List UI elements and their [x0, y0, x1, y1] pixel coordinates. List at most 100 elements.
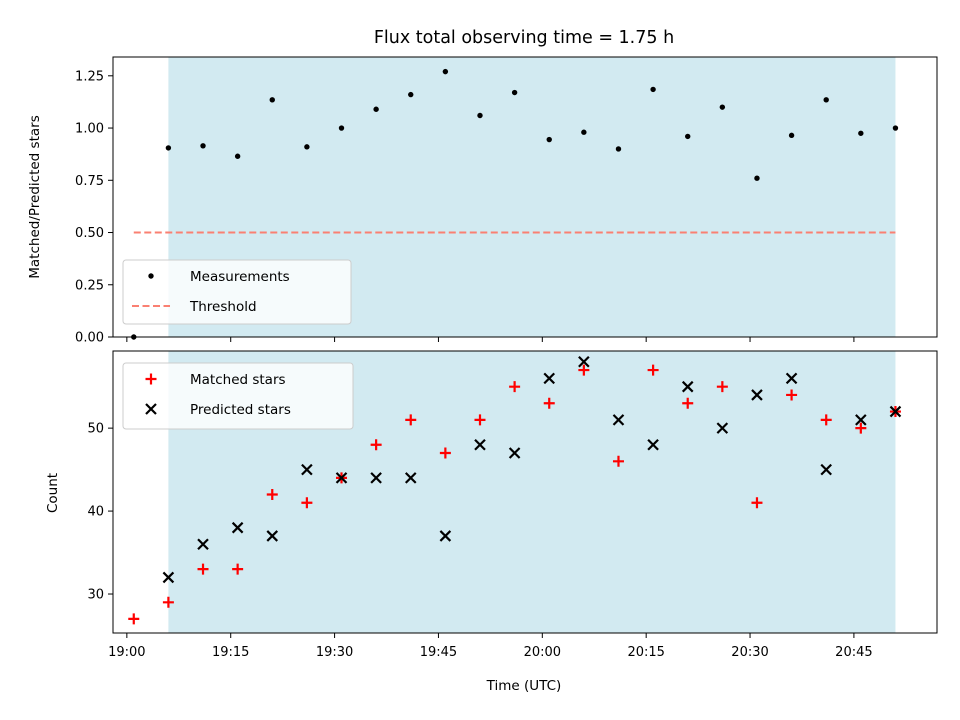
top-point-dot	[165, 145, 172, 151]
bottom-point-plus	[751, 497, 763, 509]
top-y-axis-label: Matched/Predicted stars	[27, 115, 43, 278]
bottom-point-plus	[405, 414, 417, 426]
bottom-point-x	[751, 389, 763, 401]
bottom-point-x	[439, 530, 452, 542]
bottom-point-x	[162, 571, 175, 584]
bottom-legend-label: Matched stars	[190, 372, 286, 388]
bottom-point-plus	[128, 613, 140, 625]
top-y-tick-label: 0.50	[75, 226, 104, 241]
bottom-point-x	[785, 372, 798, 385]
bottom-point-x	[404, 472, 417, 484]
bottom-point-plus	[266, 488, 278, 500]
top-point-dot	[477, 112, 483, 119]
top-point-dot	[719, 104, 726, 110]
bottom-x-tick-label: 20:15	[627, 645, 664, 660]
chart-title: Flux total observing time = 1.75 h	[374, 28, 674, 48]
top-point-dot	[823, 97, 829, 103]
top-point-dot	[338, 125, 345, 131]
bottom-x-tick-label: 20:30	[731, 645, 768, 660]
bottom-point-x	[335, 472, 348, 484]
bottom-series-x	[162, 356, 902, 584]
bottom-point-x	[820, 463, 832, 476]
bottom-point-x	[647, 438, 659, 451]
bottom-x-tick-label: 19:45	[420, 645, 457, 660]
top-point-dot	[685, 133, 691, 140]
top-point-dot	[408, 91, 414, 98]
top-y-tick-label: 0.25	[75, 278, 104, 293]
bottom-point-x	[681, 380, 694, 393]
top-axes-frame	[112, 56, 938, 338]
bottom-legend-box	[122, 362, 354, 430]
top-y-tick-label: 0.75	[75, 174, 104, 189]
bottom-point-plus	[232, 563, 244, 575]
bottom-point-x	[612, 414, 625, 426]
top-point-dot	[373, 106, 379, 112]
bottom-point-x	[231, 521, 244, 534]
bottom-point-x	[716, 422, 729, 434]
bottom-point-plus	[820, 414, 832, 426]
bottom-y-tick-label: 50	[87, 422, 104, 437]
bottom-point-x	[370, 472, 382, 484]
bottom-point-plus	[578, 364, 590, 376]
top-legend-marker	[148, 273, 154, 279]
top-point-dot	[442, 68, 449, 75]
top-point-dot	[650, 86, 656, 93]
bottom-point-plus	[509, 381, 521, 393]
bottom-point-x	[543, 372, 556, 385]
top-legend: Measurements Threshold	[122, 259, 352, 325]
top-point-dot	[511, 89, 518, 96]
top-point-dot	[754, 175, 760, 181]
bottom-point-plus	[301, 497, 313, 509]
bottom-point-plus	[855, 422, 867, 434]
bottom-point-x	[266, 530, 279, 542]
bottom-point-plus	[474, 414, 486, 426]
top-point-dot	[269, 97, 275, 103]
top-point-dot	[546, 136, 552, 143]
bottom-x-tick-label: 19:00	[108, 645, 145, 660]
top-point-dot	[581, 129, 587, 135]
bottom-panel: 30 40 50 19:00 19:15 19:30 19:45 20:00 20:15 20:3…	[87, 350, 938, 660]
bottom-x-tick-label: 19:15	[212, 645, 249, 660]
bottom-point-plus	[370, 439, 382, 451]
bottom-point-x	[508, 447, 521, 459]
bottom-point-plus	[612, 455, 624, 467]
top-point-dot	[304, 144, 310, 150]
bottom-point-x	[855, 414, 867, 426]
bottom-point-x	[474, 438, 486, 451]
top-point-dot	[788, 132, 795, 139]
bottom-axes-frame	[112, 350, 938, 634]
bottom-point-plus	[647, 364, 659, 376]
top-y-tick-label: 1.25	[75, 69, 104, 84]
top-point-dot	[234, 153, 241, 159]
bottom-legend-marker	[145, 373, 157, 385]
bottom-x-tick-label: 20:45	[835, 645, 872, 660]
bottom-x-tick-label: 19:30	[316, 645, 353, 660]
top-point-dot	[892, 125, 899, 131]
top-point-dot	[615, 146, 622, 152]
top-legend-label: Threshold	[189, 299, 257, 315]
bottom-y-tick-label: 40	[87, 505, 104, 520]
bottom-point-plus	[543, 397, 555, 409]
bottom-y-axis-label: Count	[45, 473, 61, 513]
bottom-y-tick-label: 30	[87, 588, 104, 603]
bottom-series-plus	[128, 364, 901, 625]
bottom-point-plus	[162, 596, 174, 608]
bottom-point-plus	[439, 447, 451, 459]
bottom-point-x	[889, 405, 902, 418]
bottom-legend-marker	[145, 403, 157, 415]
bottom-legend-label: Predicted stars	[190, 402, 291, 418]
top-series-dot	[131, 68, 899, 340]
bottom-legend: Matched stars Predicted stars	[122, 362, 354, 430]
top-legend-box	[122, 259, 352, 325]
bottom-point-plus	[716, 381, 728, 393]
top-y-tick-label: 1.00	[75, 122, 104, 137]
bottom-point-plus	[786, 389, 798, 401]
bottom-point-plus	[682, 397, 694, 409]
top-point-dot	[858, 130, 864, 136]
bottom-point-x	[197, 538, 209, 551]
bottom-point-plus	[197, 563, 209, 575]
bottom-point-x	[301, 463, 313, 476]
top-point-dot	[200, 143, 206, 149]
x-axis-label: Time (UTC)	[486, 678, 562, 694]
